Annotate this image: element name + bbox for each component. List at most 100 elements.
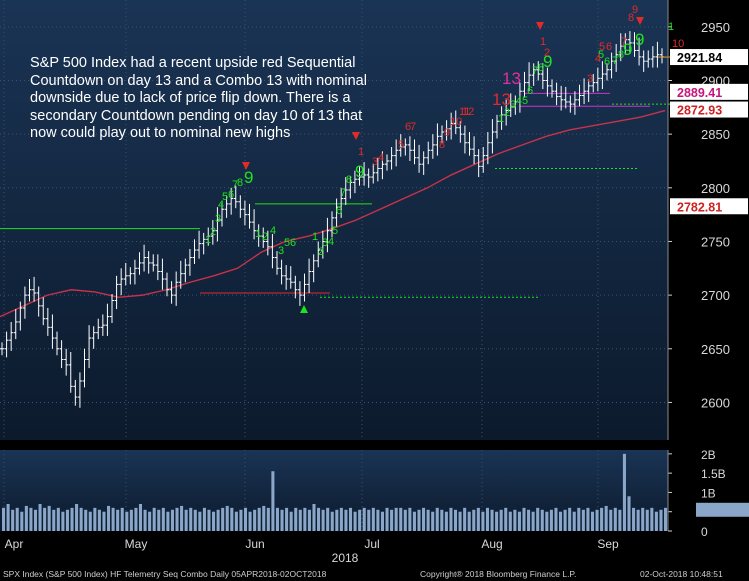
x-tick-label: Aug [481,537,502,551]
sequential-label: 2 [318,246,324,258]
sequential-label: 9 [355,162,364,181]
volume-bar [61,511,65,531]
y-tick-label: 2700 [701,288,730,303]
volume-bar [29,507,33,531]
sequential-label: 4 [218,199,224,211]
volume-bar [549,509,553,531]
value-flag [670,83,748,100]
volume-bar [563,509,567,531]
volume-bar [298,509,302,531]
countdown-label: 7 [621,36,627,48]
volume-bar [485,507,490,531]
volume-bar [330,511,334,531]
volume-bar [444,511,448,531]
x-year-label: 2018 [332,551,359,565]
countdown-label: 3 [587,73,593,85]
chart-footer: SPX Index (S&P 500 Index) HF Telemetry S… [0,566,749,581]
sequential-label: 2 [504,107,510,119]
volume-bar [289,511,293,531]
volume-bar [453,509,458,531]
volume-bar [344,509,348,531]
volume-bar [312,504,316,531]
volume-bar [632,507,636,531]
volume-bar [180,505,184,531]
volume-bar [326,507,330,531]
sequential-label: 1 [668,21,674,33]
volume-bar [645,509,649,531]
countdown-label: 5 [398,139,404,151]
x-tick-label: May [125,537,148,551]
volume-bar [540,509,544,531]
countdown-label: 4 [378,152,384,164]
volume-bar [627,496,631,531]
volume-bar [654,511,658,531]
countdown-label: 11 [459,106,470,118]
volume-bar [75,504,79,531]
sequential-label: 9 [623,40,632,59]
sequential-label: 9 [244,168,253,187]
sequential-label: 4 [516,95,522,107]
volume-bar [52,509,56,531]
volume-bar [11,509,15,531]
volume-bar [641,507,645,531]
volume-bar [495,511,499,531]
volume-bar [508,511,512,531]
volume-bar [221,507,225,531]
volume-bar [38,504,42,531]
volume-bar [161,507,165,531]
sequential-label: 9 [635,30,644,49]
volume-bar [558,511,563,531]
signal-arrow [242,162,250,170]
footer-left: SPX Index (S&P 500 Index) HF Telemetry S… [3,569,327,579]
volume-bar [458,511,462,531]
y-tick-label: 2650 [701,342,730,357]
footer-timestamp: 02-Oct-2018 10:48:51 [640,569,723,579]
value-flag [670,49,748,66]
value-flag-label: 2889.41 [677,86,722,100]
volume-bar [47,505,51,531]
signal-arrow [636,17,644,25]
volume-bar [65,509,69,531]
countdown-label: 8 [439,139,445,151]
sequential-label: 1 [255,228,261,240]
sequential-label: 2 [210,226,216,238]
volume-bar [499,509,503,531]
volume-bar [148,511,152,531]
sequential-label: 7 [340,187,346,199]
volume-bar [33,509,38,531]
x-tick-label: Jun [245,537,264,551]
sequential-label: 8 [618,49,624,61]
sequential-label: 5 [522,95,528,107]
volume-bar [490,509,494,531]
footer-copyright: Copyright® 2018 Bloomberg Finance L.P. [420,569,577,579]
volume-bar [116,509,120,531]
volume-bar [248,511,252,531]
sequential-label: 4 [328,236,334,248]
volume-bar [659,509,663,531]
volume-tick-label: 0 [701,525,708,539]
countdown-label: 4 [595,53,601,65]
y-tick-label: 2800 [701,181,730,196]
volume-bar [385,507,389,531]
volume-bar [15,507,19,531]
volume-bar [522,507,526,531]
volume-bar [321,509,325,531]
volume-bar [84,509,88,531]
sequential-label: 8 [538,62,544,74]
x-tick-label: Apr [5,537,24,551]
sequential-label: 3 [322,237,328,249]
sequential-label: 7 [612,55,618,67]
sequential-label: 7 [532,65,538,77]
value-flag [670,198,748,215]
volume-bar [513,509,517,531]
volume-bar [664,507,668,531]
countdown-label: 6 [606,41,612,53]
y-tick-label: 2850 [701,127,730,142]
countdown-label: 1 [358,146,364,158]
countdown-label: 10 [450,116,462,128]
countdown-label: 12 [462,106,474,118]
volume-bar [463,507,467,531]
volume-bar [403,509,407,531]
volume-bar [586,507,590,531]
